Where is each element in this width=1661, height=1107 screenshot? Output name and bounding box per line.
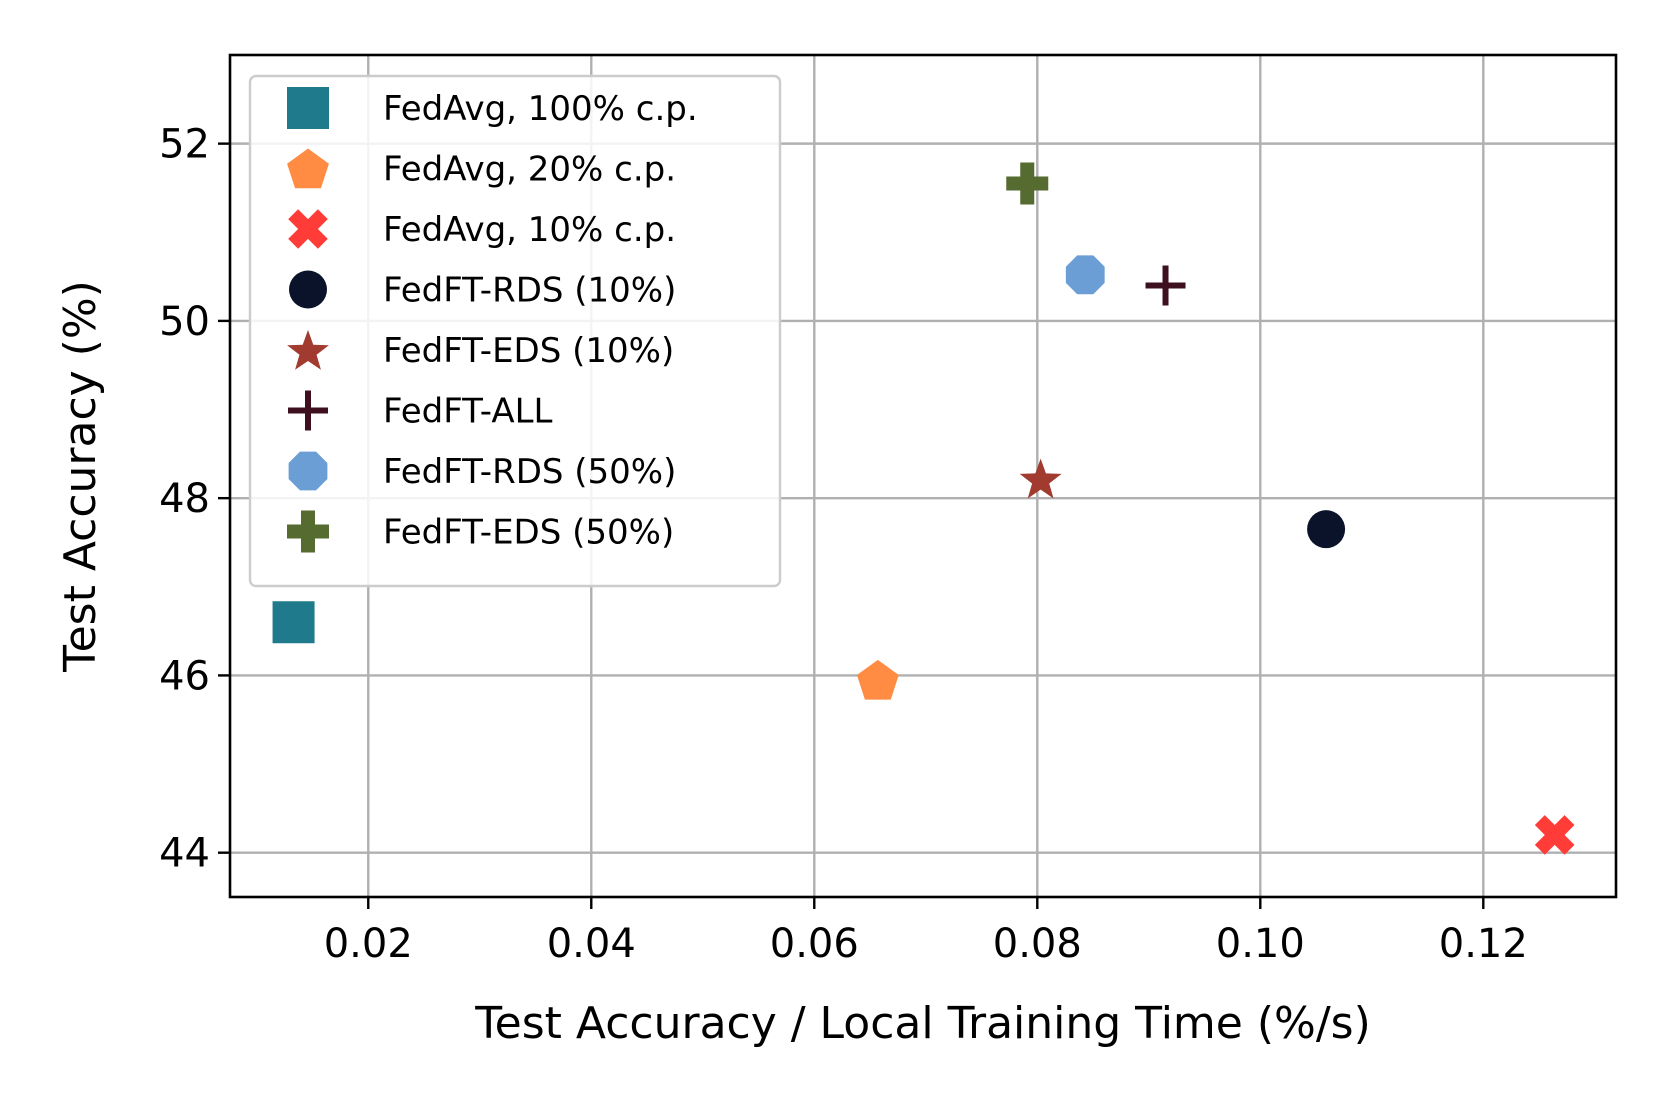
- y-axis-ticks: 44 46 48 50 52: [159, 122, 230, 877]
- x-tick-label: 0.06: [770, 921, 859, 967]
- y-tick-label: 44: [159, 831, 210, 877]
- legend-label: FedAvg, 20% c.p.: [383, 150, 676, 190]
- legend-marker-fedft-all: [288, 390, 328, 431]
- legend-marker-fedavg-100-c-p: [287, 87, 329, 129]
- point-fedavg-100-c-p: [272, 601, 315, 644]
- x-tick-label: 0.02: [324, 921, 413, 967]
- x-tick-label: 0.04: [547, 921, 636, 967]
- point-fedft-eds-10: [1019, 458, 1062, 499]
- legend-marker-fedft-eds-10: [287, 330, 329, 370]
- legend-label: FedFT-RDS (50%): [383, 452, 676, 492]
- legend-label: FedFT-RDS (10%): [383, 271, 676, 311]
- point-fedft-all: [1145, 265, 1186, 306]
- legend: FedAvg, 100% c.p. FedAvg, 20% c.p. FedAvg,…: [248, 74, 782, 588]
- x-tick-label: 0.08: [993, 921, 1082, 967]
- legend-marker-fedavg-10-c-p: [288, 209, 328, 249]
- data-points: [272, 162, 1575, 855]
- legend-label: FedAvg, 100% c.p.: [383, 89, 698, 129]
- x-axis-ticks: 0.02 0.04 0.06 0.08 0.10 0.12: [324, 897, 1528, 967]
- point-fedft-rds-50: [1065, 255, 1105, 295]
- point-fedavg-10-c-p: [1534, 815, 1575, 855]
- point-fedft-eds-50: [1006, 162, 1049, 205]
- x-tick-label: 0.12: [1439, 921, 1528, 967]
- legend-label: FedFT-EDS (10%): [383, 331, 674, 371]
- legend-label: FedFT-EDS (50%): [383, 513, 674, 553]
- y-tick-label: 52: [159, 122, 210, 168]
- legend-marker-fedavg-20-c-p: [287, 148, 329, 189]
- x-axis-label: Test Accuracy / Local Training Time (%/s…: [474, 998, 1371, 1049]
- plot-frame: [228, 53, 1618, 899]
- legend-marker-fedft-rds-50: [288, 451, 328, 491]
- legend-marker-fedft-rds-10: [289, 270, 327, 309]
- y-tick-label: 46: [159, 653, 210, 699]
- legend-marker-fedft-eds-50: [287, 510, 329, 553]
- x-tick-label: 0.10: [1216, 921, 1305, 967]
- legend-label: FedFT-ALL: [383, 392, 553, 432]
- y-tick-label: 50: [159, 299, 210, 345]
- point-fedavg-20-c-p: [856, 659, 899, 700]
- point-fedft-rds-10: [1307, 510, 1346, 549]
- legend-label: FedAvg, 10% c.p.: [383, 210, 676, 250]
- legend-box: [248, 74, 782, 588]
- y-tick-label: 48: [159, 476, 210, 522]
- y-axis-label: Test Accuracy (%): [55, 280, 106, 673]
